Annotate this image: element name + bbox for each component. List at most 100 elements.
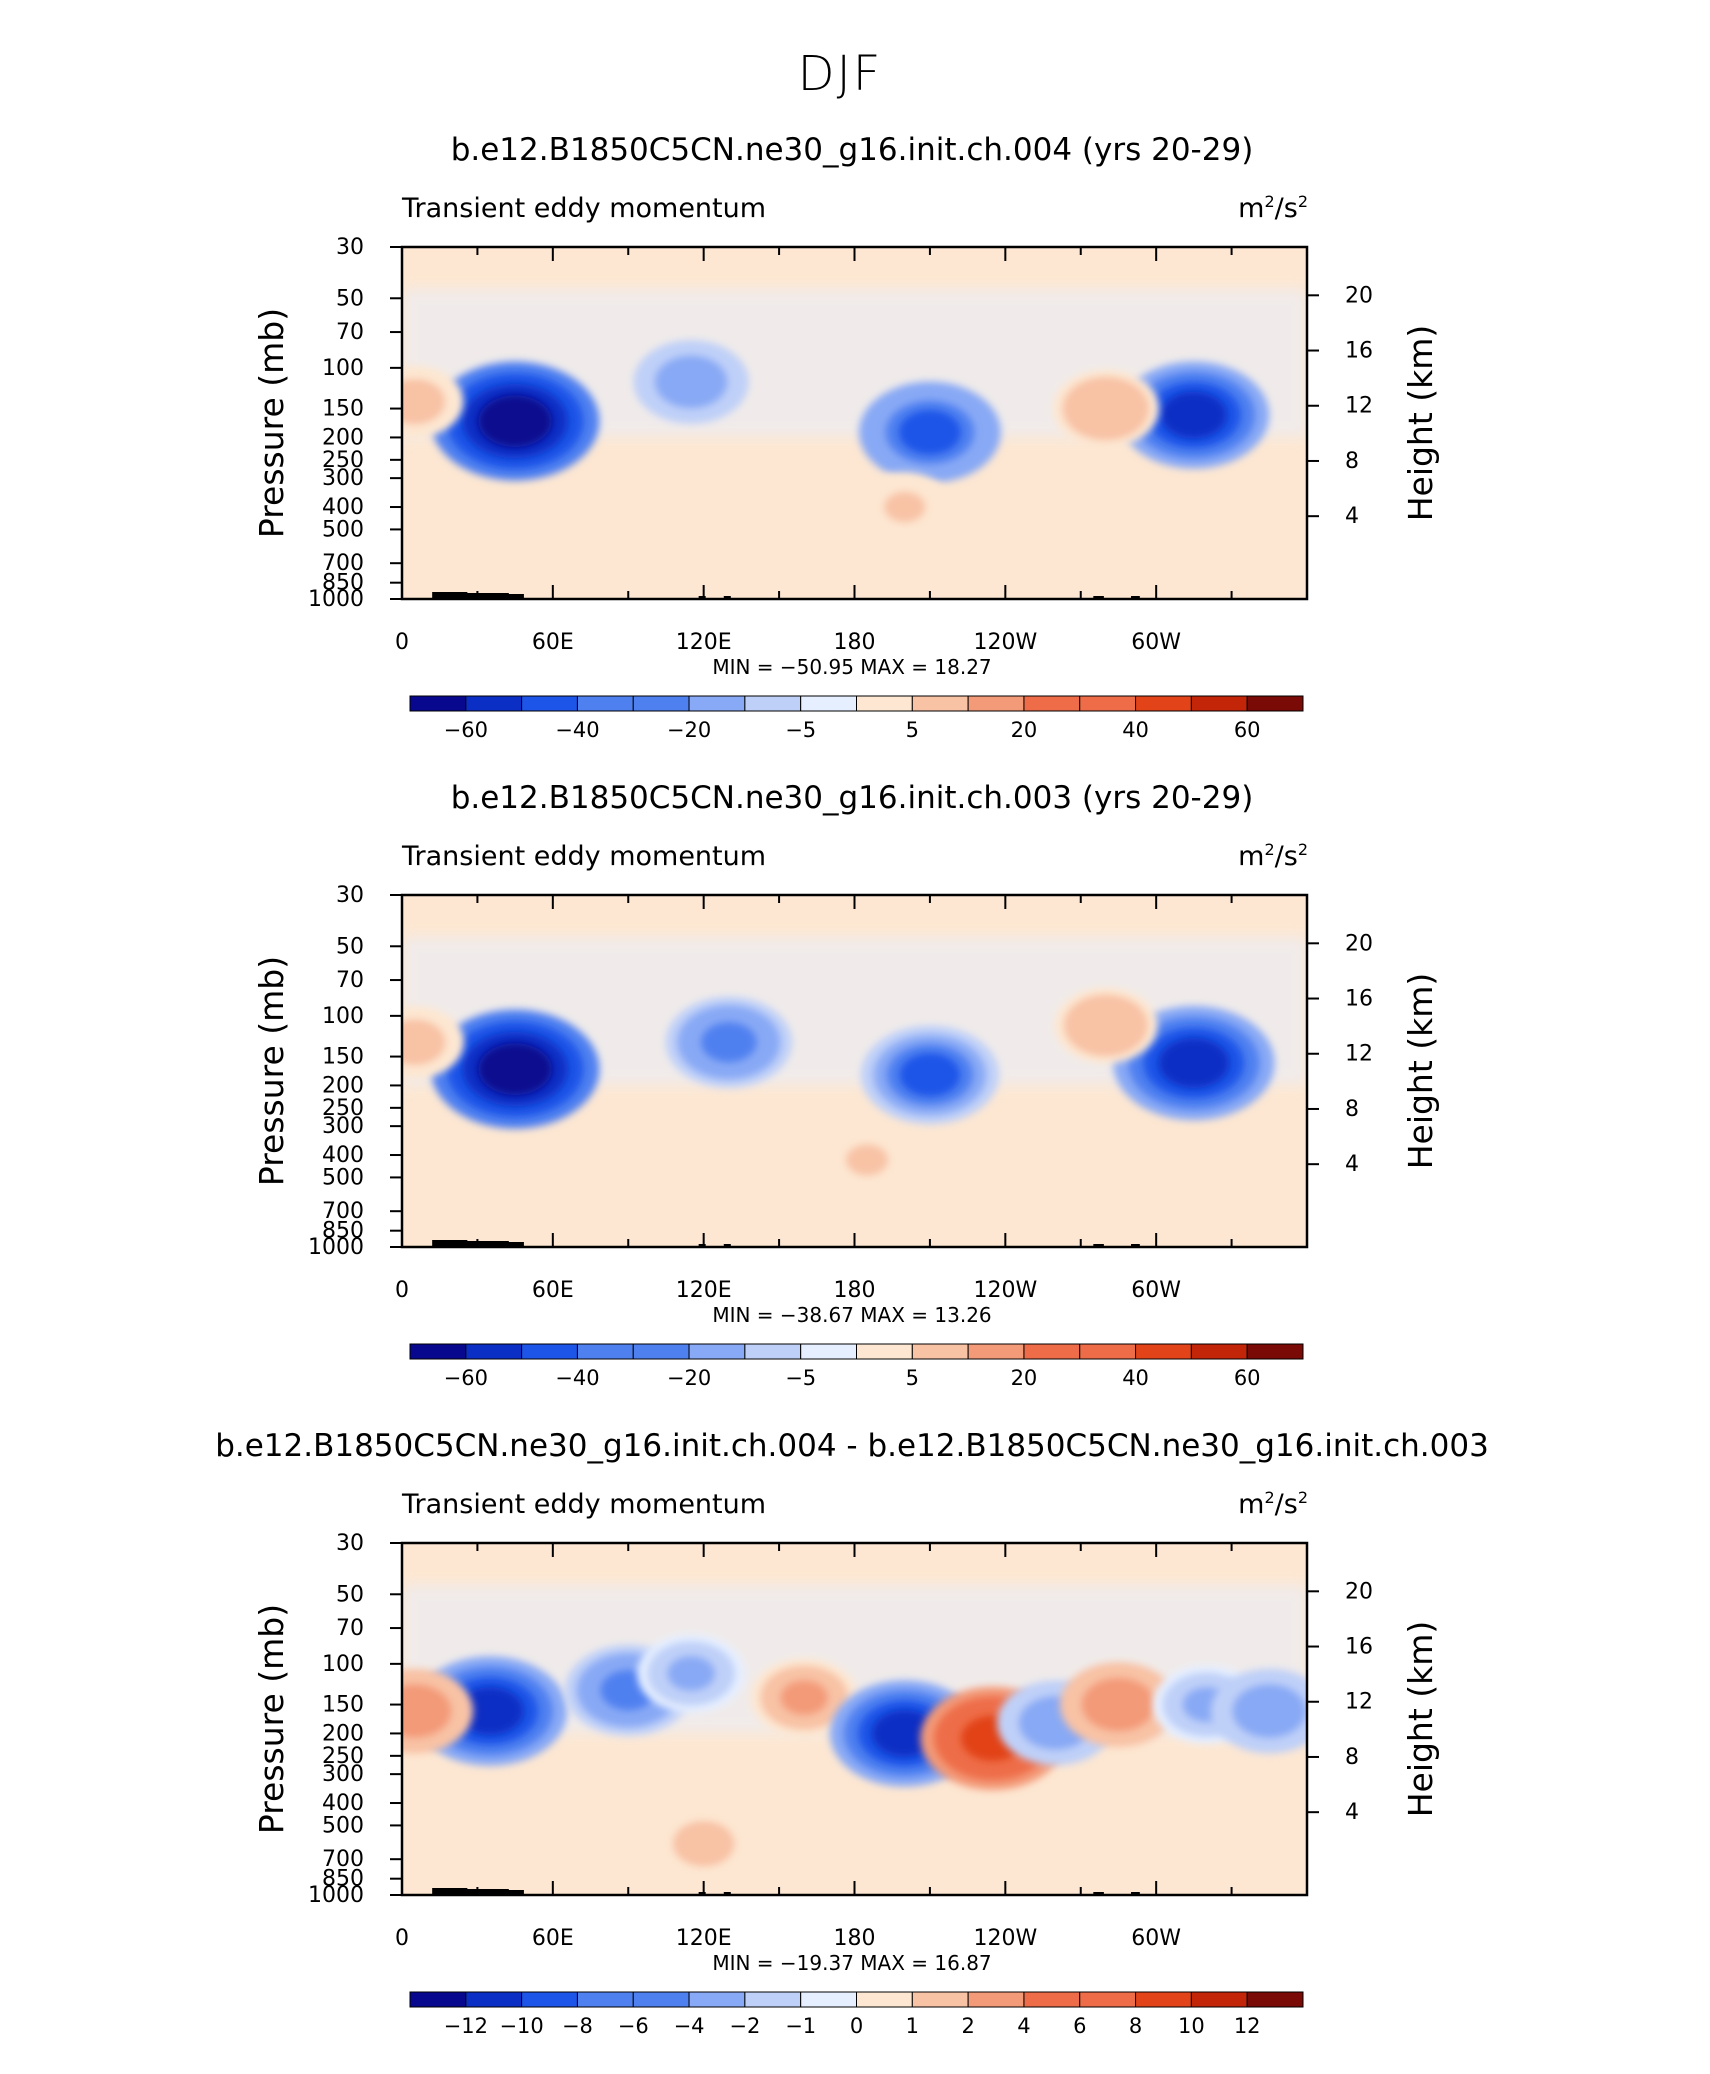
colorbar-box	[632, 1343, 690, 1360]
y-tick-label: 200	[322, 425, 364, 450]
panel-1-colorbar: −60 −40 −20 −5 5 20 40 60	[409, 695, 1304, 742]
colorbar-box	[576, 695, 634, 712]
y-right-tick-label: 12	[1345, 1042, 1373, 1067]
panel-2-y-label-right: Height (km)	[1401, 973, 1440, 1170]
colorbar-label: 12	[1234, 2014, 1261, 2038]
colorbar-label: −4	[674, 2014, 705, 2038]
y-tick-label: 300	[322, 466, 364, 491]
y-tick-label: 850	[322, 1867, 364, 1892]
colorbar-box	[632, 695, 690, 712]
colorbar-label: −5	[785, 1366, 816, 1390]
contour-blob-0-level-3	[456, 1687, 524, 1736]
y-tick-label: 50	[336, 286, 364, 311]
panel-3-variable-label: Transient eddy momentum	[401, 1489, 766, 1520]
colorbar-label: 20	[1011, 1366, 1038, 1390]
colorbar-box	[465, 695, 523, 712]
y-tick-label: 1000	[308, 1235, 364, 1260]
panel-2-min-max: MIN = −38.67 MAX = 13.26	[712, 1303, 991, 1327]
colorbar-box	[1135, 695, 1192, 712]
topography	[432, 592, 468, 599]
panel-3-y-label-left: Pressure (mb)	[252, 1604, 291, 1834]
panel-3-y-label-right: Height (km)	[1401, 1621, 1440, 1818]
y-tick-label: 500	[322, 1165, 364, 1190]
units-exp2: 2	[1298, 840, 1308, 859]
y-tick-label: 70	[336, 1616, 364, 1641]
y-tick-label: 1000	[308, 587, 364, 612]
colorbar-label: 0	[850, 2014, 863, 2038]
contour-blob-1-level-3	[665, 363, 717, 401]
colorbar-box	[856, 1991, 913, 2008]
colorbar-label: −6	[618, 2014, 649, 2038]
x-tick-label: 120E	[676, 1926, 732, 1951]
x-tick-label: 60W	[1131, 1278, 1181, 1303]
y-tick-label: 850	[322, 1219, 364, 1244]
x-tick-label: 60E	[532, 630, 574, 655]
colorbar-label: −40	[555, 1366, 599, 1390]
units-exp1: 2	[1264, 192, 1274, 211]
x-tick-label: 0	[395, 630, 409, 655]
panel-1-y-label-left: Pressure (mb)	[252, 308, 291, 538]
colorbar-box	[521, 1343, 578, 1360]
colorbar-box	[1246, 1343, 1304, 1360]
colorbar-box	[1023, 1991, 1081, 2008]
colorbar-label: −10	[499, 2014, 543, 2038]
panel-2-y-label-left: Pressure (mb)	[252, 956, 291, 1186]
colorbar-label: −60	[444, 718, 488, 742]
contour-blob-4-level-3	[1082, 391, 1130, 426]
x-tick-label: 0	[395, 1926, 409, 1951]
y-right-tick-label: 4	[1345, 1800, 1359, 1825]
units-exp2: 2	[1298, 1488, 1308, 1507]
topography	[464, 593, 509, 599]
units-exp1: 2	[1264, 840, 1274, 859]
y-right-tick-label: 16	[1345, 987, 1373, 1012]
colorbar-box	[576, 1991, 634, 2008]
x-tick-label: 180	[834, 1926, 876, 1951]
topography	[723, 1892, 731, 1895]
colorbar-label: 4	[1017, 2014, 1030, 2038]
y-tick-label: 100	[322, 1004, 364, 1029]
panel-1-contour-field	[402, 247, 1307, 599]
x-tick-label: 120W	[973, 1278, 1037, 1303]
colorbar-box	[744, 695, 802, 712]
y-tick-label: 70	[336, 320, 364, 345]
topography	[497, 1242, 524, 1247]
y-tick-label: 50	[336, 934, 364, 959]
y-right-tick-label: 16	[1345, 339, 1373, 364]
colorbar-label: 60	[1234, 1366, 1261, 1390]
colorbar-box	[1079, 695, 1137, 712]
y-right-tick-label: 12	[1345, 394, 1373, 419]
colorbar-label: 8	[1129, 2014, 1142, 2038]
topography	[1131, 1244, 1140, 1247]
y-tick-label: 200	[322, 1721, 364, 1746]
y-tick-label: 30	[336, 1531, 364, 1556]
panel-1-title: b.e12.B1850C5CN.ne30_g16.init.ch.004 (yr…	[451, 132, 1254, 168]
contour-blob-1-level-3	[701, 1022, 757, 1063]
colorbar-box	[856, 1343, 913, 1360]
colorbar-box	[1079, 1343, 1137, 1360]
contour-blob-5-level-3	[402, 385, 436, 418]
panel-3: b.e12.B1850C5CN.ne30_g16.init.ch.004 - b…	[215, 1428, 1489, 2038]
contour-blob-11-level-3	[682, 1827, 726, 1860]
units-base: m	[1238, 1489, 1264, 1520]
y-tick-label: 700	[322, 1199, 364, 1224]
colorbar-box	[409, 1343, 467, 1360]
x-tick-label: 60W	[1131, 1926, 1181, 1951]
topography	[698, 596, 706, 599]
colorbar-label: 20	[1011, 718, 1038, 742]
y-right-tick-label: 20	[1345, 283, 1373, 308]
y-tick-label: 30	[336, 235, 364, 260]
colorbar-box	[409, 1991, 467, 2008]
topography	[723, 596, 731, 599]
colorbar-box	[409, 695, 467, 712]
x-tick-label: 180	[834, 630, 876, 655]
y-right-tick-label: 8	[1345, 449, 1359, 474]
y-tick-label: 500	[322, 1813, 364, 1838]
colorbar-box	[911, 1343, 969, 1360]
panel-1-y-label-right: Height (km)	[1401, 325, 1440, 522]
units-base: m	[1238, 841, 1264, 872]
colorbar-label: −8	[562, 2014, 593, 2038]
contour-blob-3-level-3	[1158, 1038, 1230, 1089]
colorbar-box	[1246, 695, 1304, 712]
panel-3-x-axis: 0 60E 120E 180 120W 60W	[395, 1543, 1308, 1951]
